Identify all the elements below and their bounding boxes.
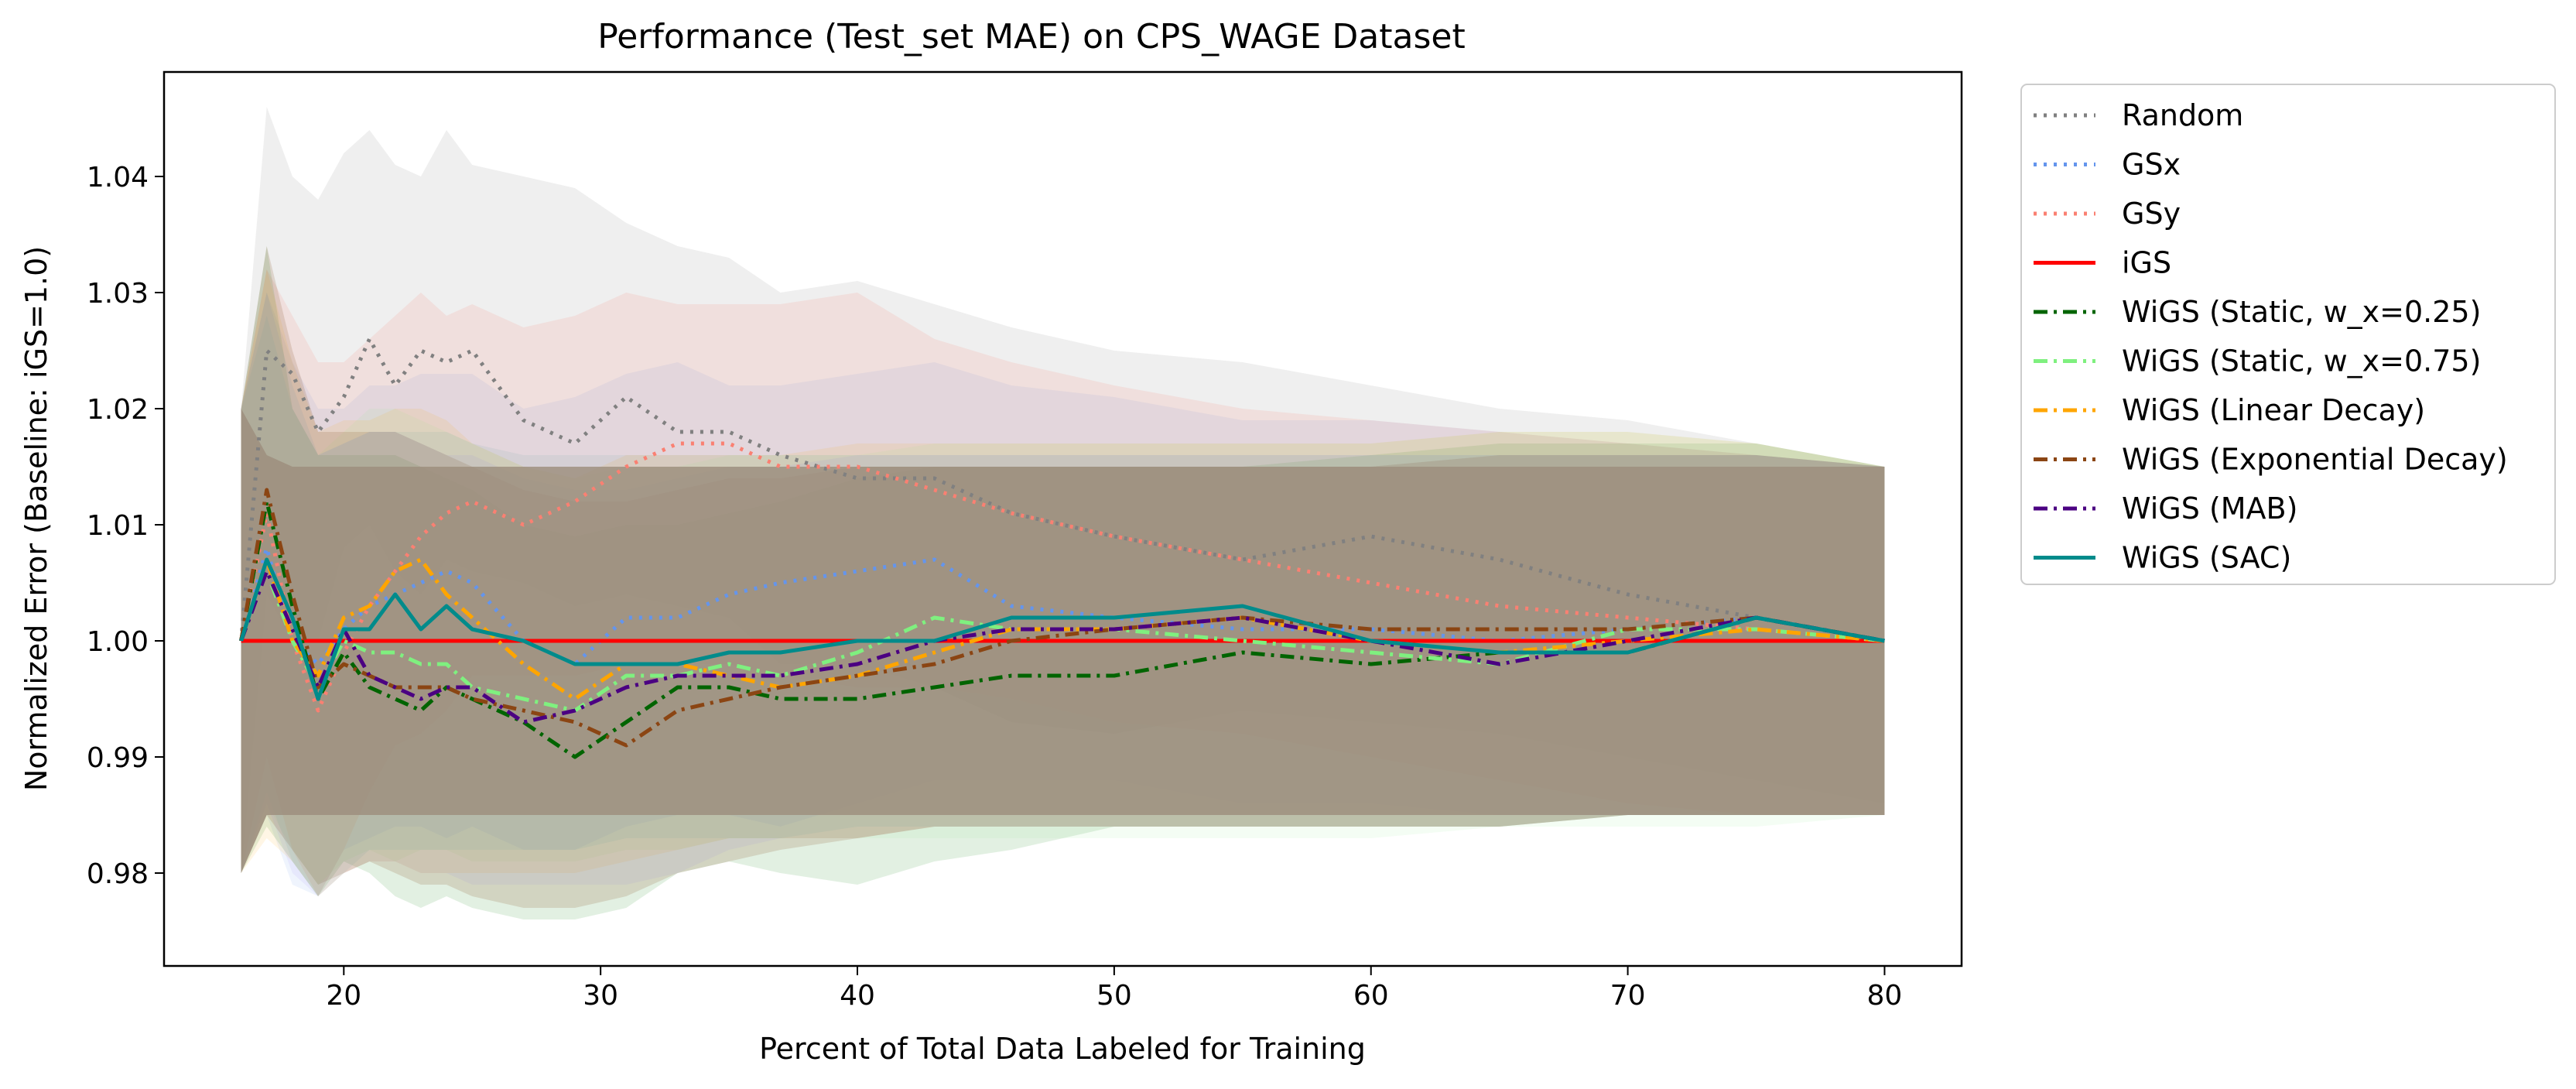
- y-tick-label: 1.04: [87, 162, 149, 193]
- x-tick-label: 60: [1353, 980, 1389, 1012]
- y-tick-label: 0.98: [87, 858, 149, 890]
- x-tick-label: 30: [583, 980, 618, 1012]
- legend-label: WiGS (Static, w_x=0.75): [2122, 344, 2481, 378]
- legend: Random GSx GSy iGS WiGS (Static, w_x=0.25) Wi…: [2020, 84, 2556, 585]
- series-line-wigs-static-w-x-0-25: [239, 499, 1885, 759]
- plot-frame: [162, 70, 1963, 967]
- legend-item-wigs-sac: WiGS (SAC): [2034, 541, 2291, 575]
- legend-label: iGS: [2122, 246, 2171, 280]
- legend-label: GSx: [2122, 148, 2181, 182]
- y-tick-label: 1.02: [87, 394, 149, 426]
- series-line-gsx: [239, 546, 1885, 666]
- x-axis: 20 30 40 50 60 70 80: [326, 966, 1902, 1012]
- legend-label: WiGS (MAB): [2122, 491, 2297, 526]
- legend-item-wigs-static-w-x-0-25: WiGS (Static, w_x=0.25): [2034, 295, 2481, 329]
- y-axis-label: Normalized Error (Baseline: iGS=1.0): [19, 246, 53, 791]
- legend-box: [2020, 84, 2556, 585]
- legend-item-gsx: GSx: [2034, 148, 2181, 182]
- legend-label: Random: [2122, 98, 2243, 132]
- legend-item-wigs-mab: WiGS (MAB): [2034, 491, 2297, 526]
- x-tick-label: 70: [1610, 980, 1646, 1012]
- x-tick-label: 50: [1096, 980, 1132, 1012]
- y-tick-label: 1.00: [87, 626, 149, 658]
- chart-title: Performance (Test_set MAE) on CPS_WAGE D…: [597, 17, 1465, 57]
- y-tick-label: 0.99: [87, 742, 149, 774]
- x-tick-label: 20: [326, 980, 361, 1012]
- series-line-wigs-static-w-x-0-75: [239, 569, 1885, 713]
- series-lines: [239, 337, 1885, 759]
- series-line-random: [239, 337, 1885, 643]
- y-axis: 0.98 0.99 1.00 1.01 1.02 1.03 1.04: [87, 162, 164, 890]
- x-tick-label: 40: [840, 980, 875, 1012]
- legend-item-igs: iGS: [2034, 246, 2171, 280]
- legend-label: WiGS (SAC): [2122, 541, 2291, 575]
- series-line-gsy: [239, 441, 1885, 713]
- legend-item-random: Random: [2034, 98, 2243, 132]
- legend-item-wigs-exponential-decay: WiGS (Exponential Decay): [2034, 443, 2508, 477]
- legend-item-gsy: GSy: [2034, 197, 2181, 231]
- legend-label: WiGS (Exponential Decay): [2122, 443, 2508, 477]
- legend-label: GSy: [2122, 197, 2181, 231]
- legend-label: WiGS (Linear Decay): [2122, 393, 2425, 427]
- series-line-wigs-exponential-decay: [239, 488, 1885, 748]
- series-line-wigs-sac: [239, 557, 1885, 701]
- x-tick-label: 80: [1867, 980, 1903, 1012]
- y-tick-label: 1.03: [87, 278, 149, 310]
- legend-item-wigs-static-w-x-0-75: WiGS (Static, w_x=0.75): [2034, 344, 2481, 378]
- x-axis-label: Percent of Total Data Labeled for Traini…: [759, 1032, 1366, 1066]
- legend-label: WiGS (Static, w_x=0.25): [2122, 295, 2481, 329]
- y-tick-label: 1.01: [87, 510, 149, 542]
- legend-item-wigs-linear-decay: WiGS (Linear Decay): [2034, 393, 2425, 427]
